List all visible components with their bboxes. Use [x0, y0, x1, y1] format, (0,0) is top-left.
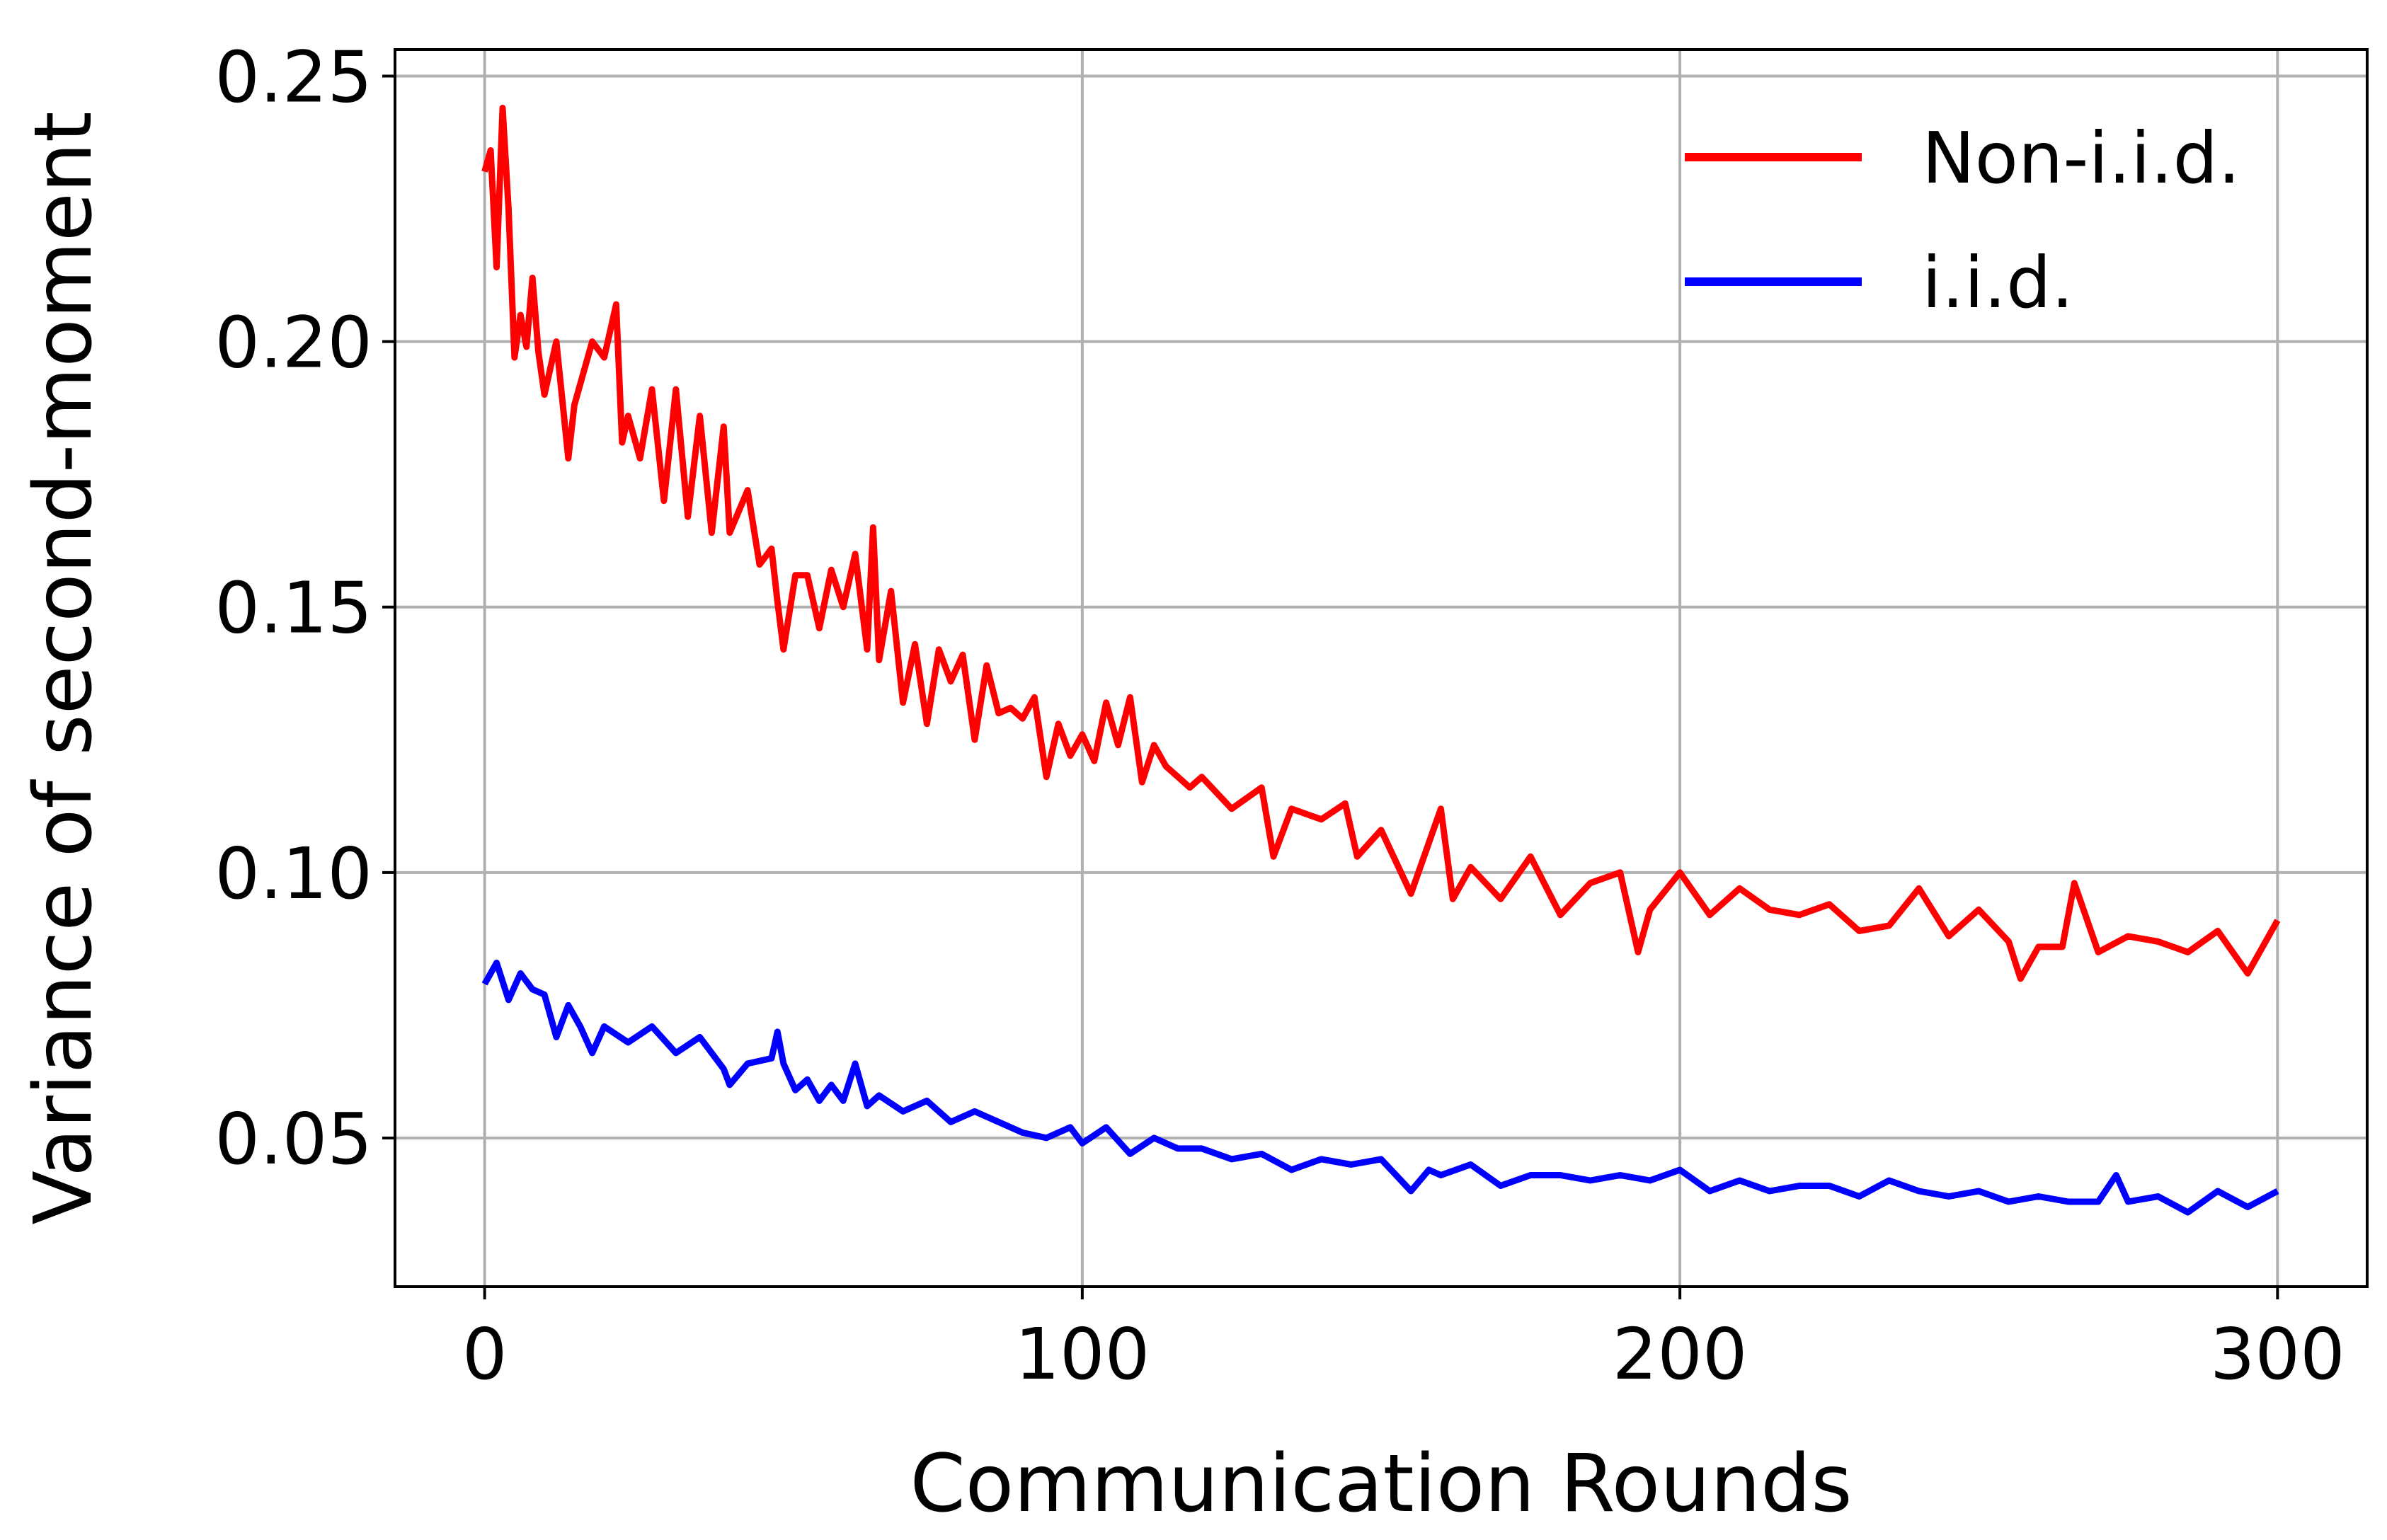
plot-frame — [394, 48, 2369, 1288]
legend-label-non-iid: Non-i.i.d. — [1922, 117, 2240, 200]
y-tick-label: 0.10 — [214, 832, 372, 915]
legend: Non-i.i.d. i.i.d. — [1685, 117, 2240, 324]
series-line-iid — [481, 959, 2279, 1216]
x-tick-label: 300 — [2210, 1313, 2345, 1396]
x-tick-label: 200 — [1613, 1313, 1748, 1396]
series-layer — [481, 105, 2281, 1216]
y-tick-label: 0.20 — [214, 301, 372, 384]
series-line-non-iid — [481, 105, 2281, 982]
y-tick-label: 0.25 — [214, 36, 372, 119]
y-axis-label: Variance of second-moment — [18, 111, 110, 1224]
y-tick-label: 0.05 — [214, 1098, 372, 1180]
grid-lines — [395, 50, 2367, 1287]
x-tick-label: 100 — [1014, 1313, 1150, 1396]
axis-ticks: 0 100 200 300 0.05 0.10 0.15 0.20 0.25 — [214, 36, 2345, 1396]
x-tick-label: 0 — [462, 1313, 508, 1396]
x-axis-label: Communication Rounds — [910, 1438, 1852, 1530]
legend-label-iid: i.i.d. — [1922, 241, 2073, 324]
y-tick-label: 0.15 — [214, 567, 372, 650]
